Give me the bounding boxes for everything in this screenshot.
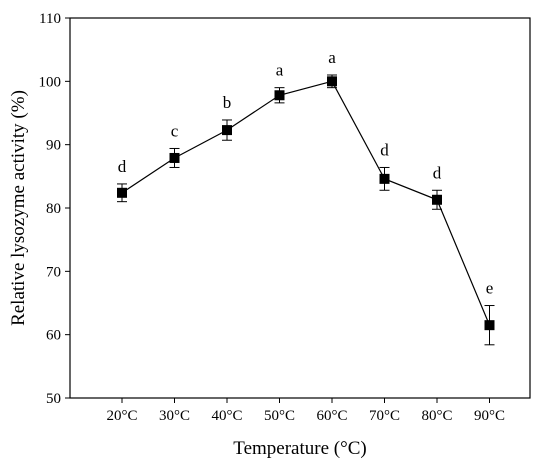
significance-label: a (276, 61, 284, 80)
y-tick-label: 60 (46, 328, 61, 344)
plot-frame (69, 17, 531, 399)
x-tick-label: 50°C (264, 408, 295, 424)
significance-label: b (223, 93, 232, 112)
y-tick-label: 70 (46, 264, 61, 280)
significance-label: d (433, 163, 442, 182)
y-tick-label: 90 (46, 138, 61, 154)
significance-label: c (171, 121, 179, 140)
significance-label: a (328, 48, 336, 67)
x-tick-label: 80°C (421, 408, 452, 424)
x-tick-label: 30°C (159, 408, 190, 424)
significance-label: d (380, 140, 389, 159)
series-line (121, 80, 491, 326)
y-tick-label: 80 (46, 201, 61, 217)
x-tick-label: 90°C (474, 408, 505, 424)
x-tick-label: 70°C (369, 408, 400, 424)
y-tick-label: 50 (46, 391, 61, 407)
data-point (432, 194, 442, 205)
data-point (274, 90, 285, 101)
significance-label: e (486, 279, 494, 298)
x-tick-label: 60°C (316, 408, 347, 424)
data-point (117, 187, 127, 198)
data-point (484, 320, 495, 331)
y-tick-label: 100 (39, 74, 62, 90)
significance-label: d (118, 157, 127, 176)
data-point (379, 173, 390, 184)
data-point (169, 152, 180, 163)
plot-area: 50 60 70 80 90 100 110 20°C 30°C 40°C 50°C 60°C 70°C… (39, 11, 531, 424)
y-axis-title: Relative lysozyme activity (%) (8, 90, 29, 326)
x-axis-title: Temperature (°C) (233, 438, 366, 459)
data-point (327, 76, 337, 87)
x-tick-label: 40°C (211, 408, 242, 424)
data-point (222, 125, 232, 136)
y-tick-label: 110 (39, 11, 61, 27)
x-tick-label: 20°C (106, 408, 137, 424)
